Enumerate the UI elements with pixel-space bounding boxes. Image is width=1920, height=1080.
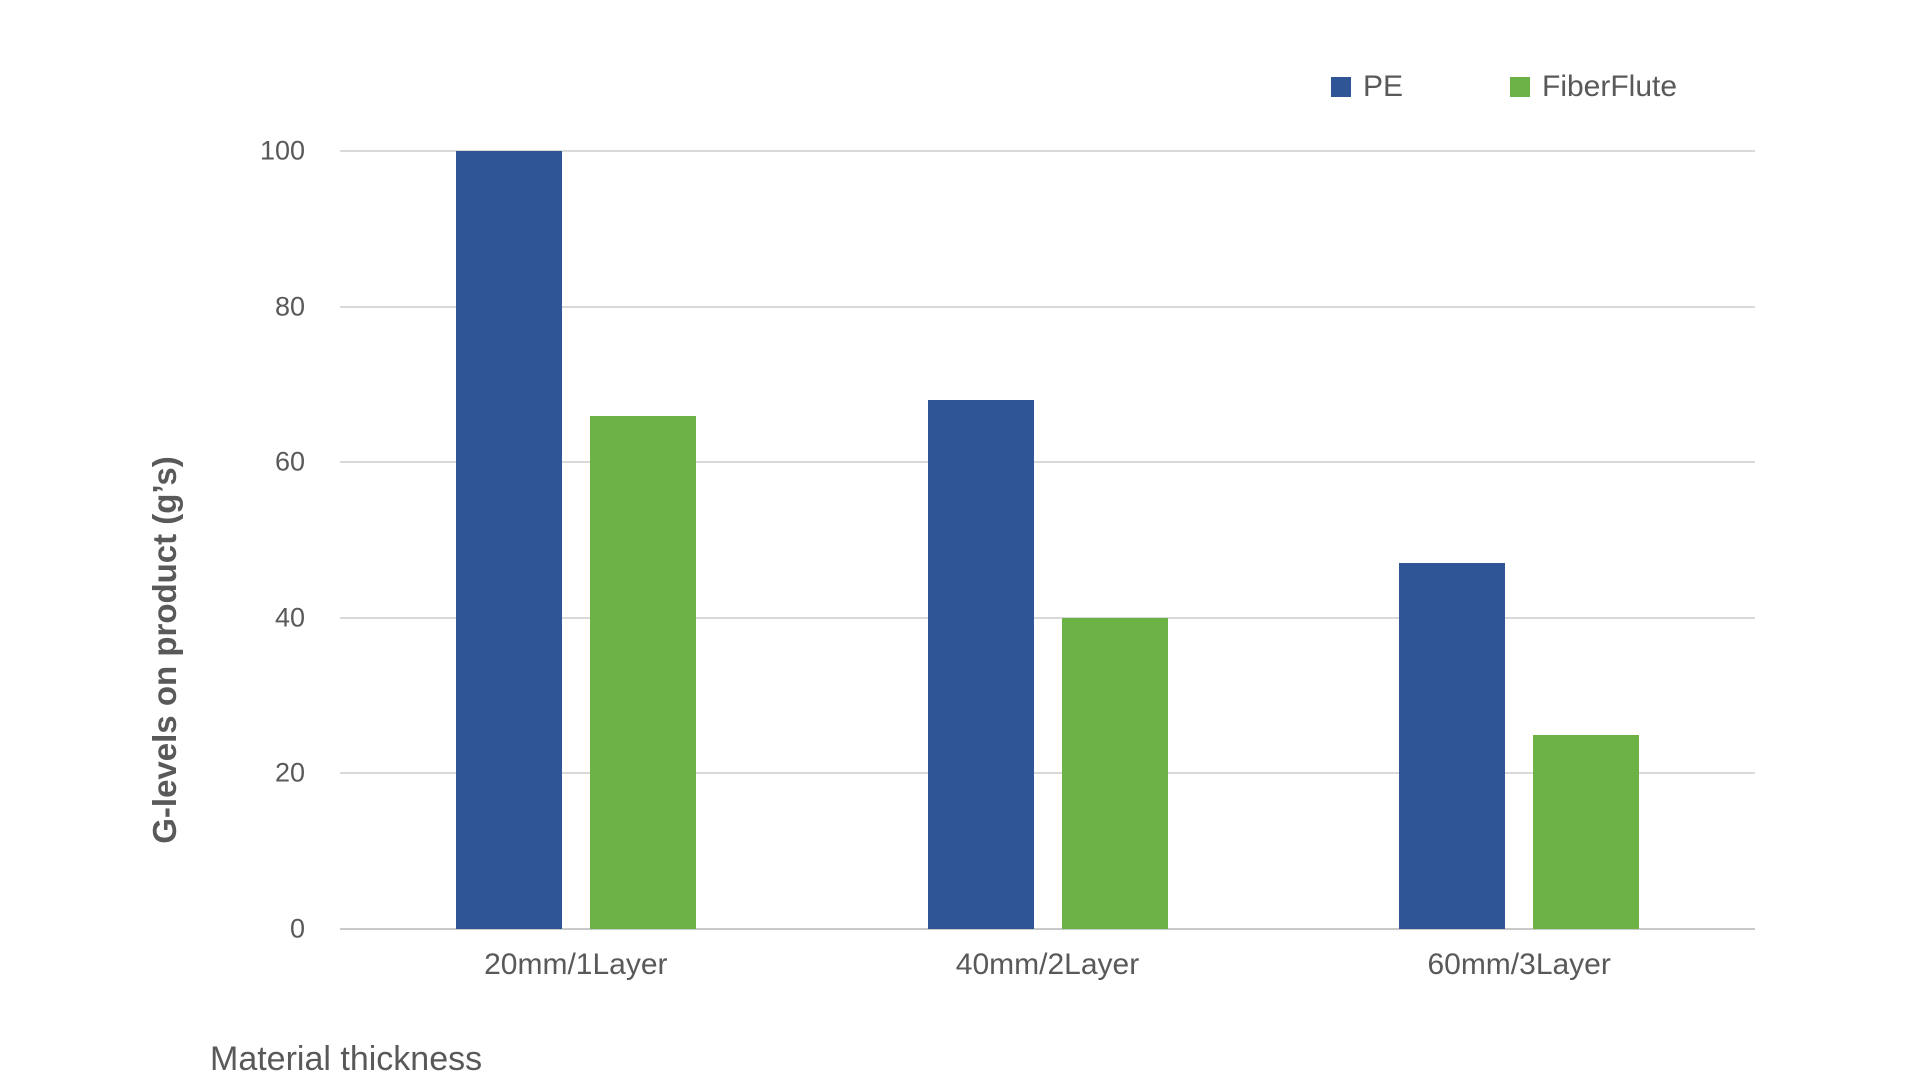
y-tick-label-60: 60 xyxy=(274,446,305,477)
bar-pe-40mm/2layer xyxy=(927,399,1034,929)
gridline xyxy=(340,150,1755,152)
bar-fiberflute-60mm/3layer xyxy=(1533,734,1640,929)
bar-fiberflute-40mm/2layer xyxy=(1061,617,1168,929)
y-axis-title: G-levels on product (g’s) xyxy=(146,456,183,844)
x-category-label-1: 20mm/1Layer xyxy=(484,948,668,981)
pe-legend-label: PE xyxy=(1363,70,1404,103)
legend-item-fiberflute: FiberFlute xyxy=(1510,70,1677,104)
gridline xyxy=(340,616,1755,619)
gridline xyxy=(340,305,1755,308)
x-axis-title: Material thickness xyxy=(210,1040,483,1078)
x-axis-baseline xyxy=(340,928,1755,930)
gridline xyxy=(340,461,1755,464)
fiberflute-legend-label: FiberFlute xyxy=(1542,70,1678,103)
x-category-label-3: 60mm/3Layer xyxy=(1427,948,1611,981)
y-tick-label-20: 20 xyxy=(274,757,305,788)
y-tick-label-80: 80 xyxy=(274,291,305,322)
x-category-label-2: 40mm/2Layer xyxy=(955,948,1140,981)
bar-pe-60mm/3layer xyxy=(1399,563,1506,929)
y-tick-label-40: 40 xyxy=(274,602,305,633)
plot-area xyxy=(340,150,1755,930)
bar-fiberflute-20mm/1layer xyxy=(589,415,696,929)
bar-pe-20mm/1layer xyxy=(455,151,562,929)
y-tick-label-100: 100 xyxy=(259,135,305,166)
legend-item-pe: PE xyxy=(1331,70,1403,104)
gridline xyxy=(340,772,1755,775)
y-tick-label-0: 0 xyxy=(289,913,305,944)
fiberflute-legend-swatch-icon xyxy=(1510,77,1530,97)
pe-legend-swatch-icon xyxy=(1331,77,1351,97)
